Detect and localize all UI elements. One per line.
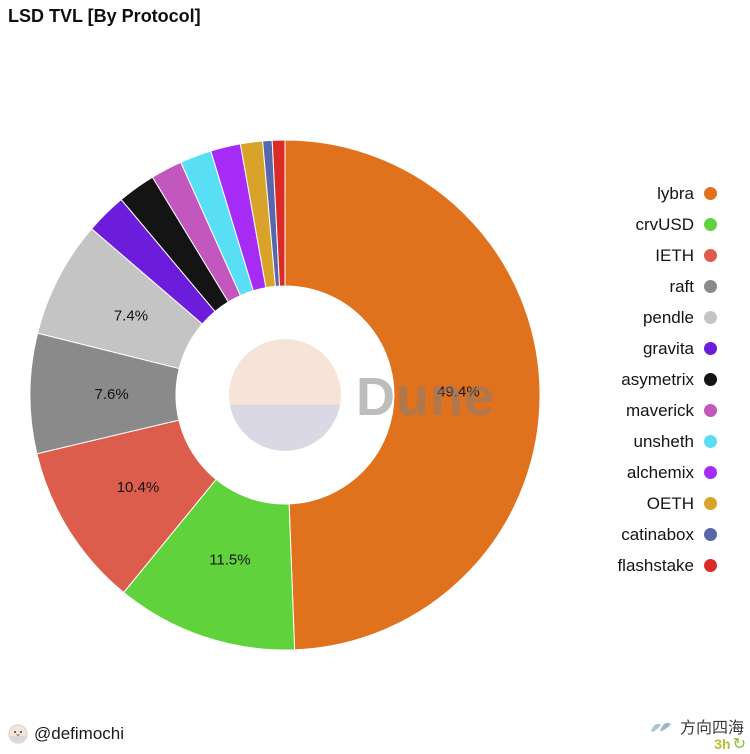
slice-labels-group: 49.4% 11.5% 10.4% 7.6% 7.4% xyxy=(94,307,479,568)
legend-color-dot xyxy=(704,528,717,541)
legend-label: lybra xyxy=(657,183,694,203)
legend-color-dot xyxy=(704,559,717,572)
legend-item-asymetrix[interactable]: asymetrix xyxy=(617,364,717,395)
legend-color-dot xyxy=(704,435,717,448)
author-handle: @defimochi xyxy=(34,724,125,743)
slice-percentage-label: 11.5% xyxy=(209,551,250,568)
legend-label: OETH xyxy=(646,493,694,513)
legend-label: alchemix xyxy=(626,462,694,482)
legend-item-gravita[interactable]: gravita xyxy=(617,333,717,364)
legend-item-maverick[interactable]: maverick xyxy=(617,395,717,426)
legend-label: gravita xyxy=(642,338,694,358)
refresh-icon: ↻ xyxy=(732,736,746,753)
legend-item-crvUSD[interactable]: crvUSD xyxy=(617,209,717,240)
footer-brand: 方向四海 xyxy=(649,714,744,738)
badge-time-label: 3h xyxy=(714,736,731,752)
brand-name: 方向四海 xyxy=(679,720,744,737)
legend-item-OETH[interactable]: OETH xyxy=(617,488,717,519)
corner-time-badge: 3h ↻ xyxy=(714,734,746,754)
legend-label: asymetrix xyxy=(621,369,694,389)
legend-item-IETH[interactable]: IETH xyxy=(617,240,717,271)
legend-label: IETH xyxy=(655,245,694,265)
legend-color-dot xyxy=(704,466,717,479)
slice-percentage-label: 49.4% xyxy=(437,384,480,401)
page-title: LSD TVL [By Protocol] xyxy=(8,6,201,26)
legend-color-dot xyxy=(704,280,717,293)
legend-item-lybra[interactable]: lybra xyxy=(617,178,717,209)
legend-color-dot xyxy=(704,373,717,386)
legend-item-catinabox[interactable]: catinabox xyxy=(617,519,717,550)
legend-label: raft xyxy=(669,276,694,296)
pie-slice-lybra[interactable] xyxy=(284,139,541,651)
legend-color-dot xyxy=(704,404,717,417)
legend-label: flashstake xyxy=(617,555,694,575)
legend-item-raft[interactable]: raft xyxy=(617,271,717,302)
legend-color-dot xyxy=(704,497,717,510)
footer-author: @defimochi xyxy=(8,724,124,744)
mochi-avatar-icon xyxy=(8,724,28,744)
slice-percentage-label: 7.4% xyxy=(114,307,148,324)
legend-label: unsheth xyxy=(633,431,695,451)
legend-item-unsheth[interactable]: unsheth xyxy=(617,426,717,457)
legend-color-dot xyxy=(704,311,717,324)
legend-color-dot xyxy=(704,342,717,355)
defimochi-center-logo xyxy=(229,339,341,451)
slice-percentage-label: 7.6% xyxy=(94,386,128,403)
chart-legend: lybra crvUSD IETH raft pendle gravita asymetri… xyxy=(617,178,717,581)
legend-item-flashstake[interactable]: flashstake xyxy=(617,550,717,581)
pie-slice-flashstake[interactable] xyxy=(271,139,286,287)
legend-item-alchemix[interactable]: alchemix xyxy=(617,457,717,488)
legend-color-dot xyxy=(704,218,717,231)
legend-label: maverick xyxy=(625,400,694,420)
legend-color-dot xyxy=(704,187,717,200)
brand-bird-icon xyxy=(650,722,672,733)
slice-percentage-label: 10.4% xyxy=(117,479,160,496)
legend-label: catinabox xyxy=(621,524,694,544)
legend-label: crvUSD xyxy=(635,214,694,234)
legend-label: pendle xyxy=(642,307,694,327)
legend-item-pendle[interactable]: pendle xyxy=(617,302,717,333)
legend-color-dot xyxy=(704,249,717,262)
pie-slices-group xyxy=(29,139,541,651)
